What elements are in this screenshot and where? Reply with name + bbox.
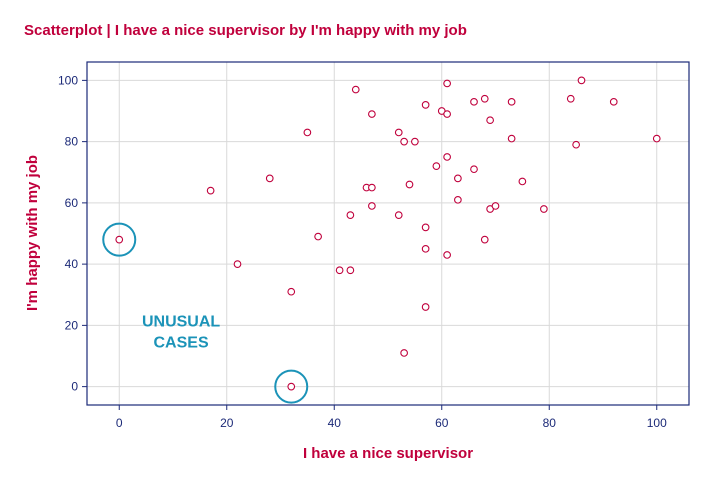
data-point <box>443 79 451 88</box>
plot-frame <box>86 61 690 406</box>
y-axis-label: I'm happy with my job <box>24 155 41 311</box>
data-point <box>335 266 344 275</box>
data-point <box>394 211 403 219</box>
data-point <box>405 180 414 189</box>
y-tick-label: 100 <box>58 73 78 87</box>
data-point <box>346 266 355 275</box>
data-point <box>411 137 419 146</box>
data-point <box>491 202 500 210</box>
data-point <box>115 235 124 244</box>
data-point <box>400 349 408 357</box>
chart-title: Scatterplot | I have a nice supervisor b… <box>24 22 467 39</box>
data-point <box>480 235 489 244</box>
data-point <box>314 232 322 241</box>
data-point <box>368 183 376 192</box>
data-point <box>507 97 516 106</box>
annotation-line-2: CASES <box>154 334 209 351</box>
data-point <box>454 195 462 204</box>
data-point <box>443 153 451 161</box>
y-tick-label: 0 <box>71 380 78 394</box>
data-point <box>287 287 296 296</box>
data-point <box>609 97 618 106</box>
gridlines <box>87 62 689 405</box>
data-point <box>443 251 451 259</box>
data-point <box>432 162 441 170</box>
highlight-circle <box>102 222 137 257</box>
highlight-circles <box>102 222 309 404</box>
data-point <box>518 177 527 186</box>
y-axis: 0 20 40 60 80 100 <box>58 73 87 394</box>
x-tick-label: 20 <box>220 416 234 430</box>
data-point <box>421 223 430 232</box>
x-tick-label: 60 <box>435 416 449 430</box>
data-point <box>303 128 312 137</box>
y-tick-label: 40 <box>65 257 79 271</box>
highlight-circle <box>274 369 309 404</box>
data-point <box>368 202 376 210</box>
annotation-line-1: UNUSUAL <box>142 313 220 330</box>
x-tick-label: 40 <box>328 416 342 430</box>
data-point <box>421 101 430 109</box>
data-point <box>572 140 580 149</box>
data-point <box>265 174 274 183</box>
y-tick-label: 80 <box>65 135 79 149</box>
data-point <box>566 94 575 103</box>
data-point <box>480 94 489 103</box>
y-tick-label: 20 <box>65 318 79 332</box>
x-axis: 0 20 40 60 80 100 <box>116 405 667 430</box>
data-point <box>346 211 355 219</box>
data-point <box>400 137 408 146</box>
data-point <box>421 303 430 311</box>
data-point <box>454 174 462 183</box>
y-tick-label: 60 <box>65 196 79 210</box>
data-point <box>486 116 494 125</box>
x-axis-label: I have a nice supervisor <box>303 445 473 462</box>
x-tick-label: 0 <box>116 416 123 430</box>
data-point <box>652 134 661 143</box>
data-point <box>394 128 403 137</box>
data-point <box>206 186 215 195</box>
x-tick-label: 100 <box>647 416 667 430</box>
x-tick-label: 80 <box>543 416 557 430</box>
data-point <box>540 205 548 213</box>
data-point <box>287 382 296 391</box>
data-point <box>470 165 478 174</box>
data-point <box>368 110 376 118</box>
data-point <box>351 85 360 94</box>
data-point <box>577 76 586 85</box>
data-point <box>470 97 478 106</box>
data-points <box>115 76 661 391</box>
data-point <box>507 134 516 143</box>
data-point <box>421 244 430 253</box>
data-point <box>443 110 451 118</box>
data-point <box>233 260 242 268</box>
